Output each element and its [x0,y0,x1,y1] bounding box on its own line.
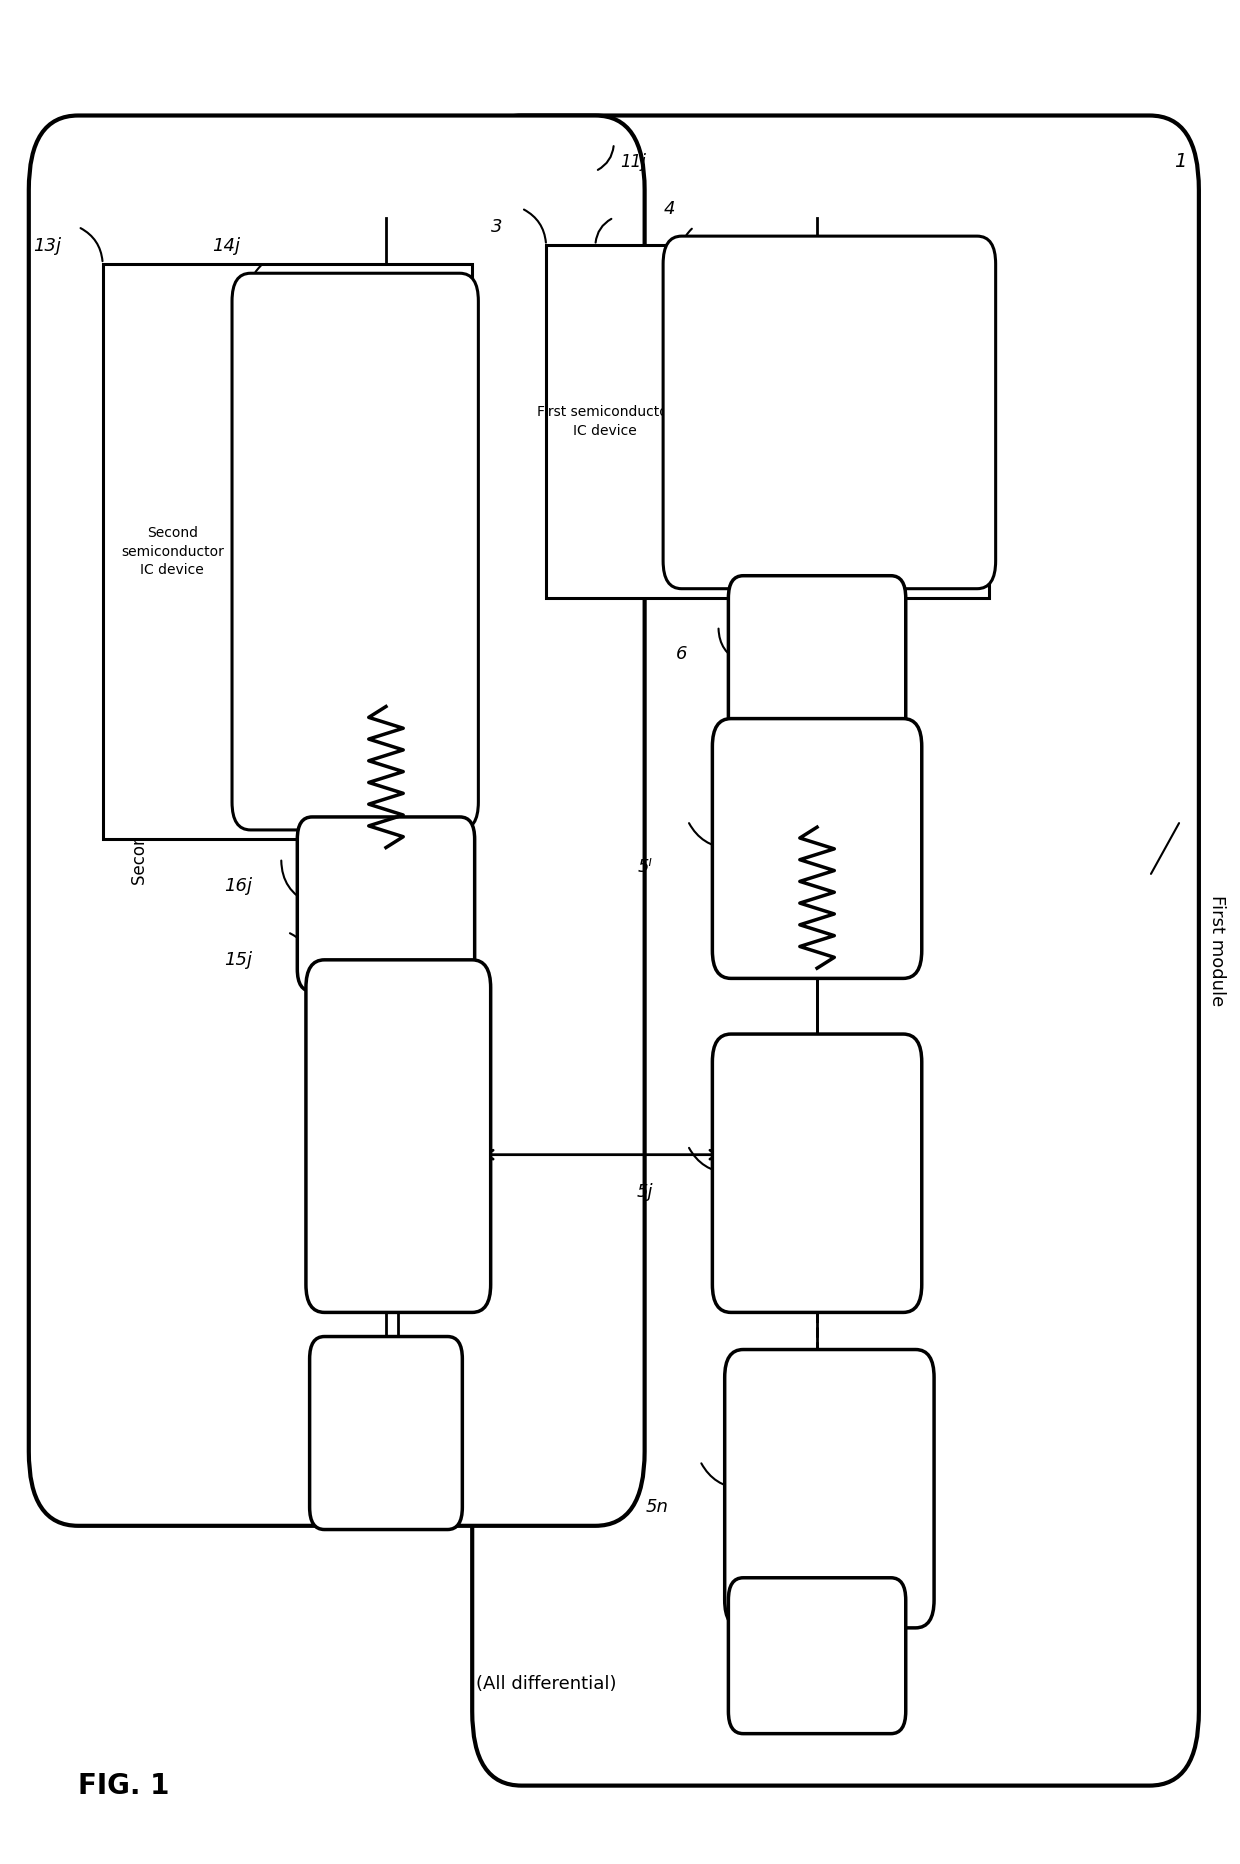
Text: Z0a: Z0a [802,1648,832,1663]
FancyBboxPatch shape [724,1350,934,1627]
Text: 1: 1 [1174,153,1187,171]
FancyBboxPatch shape [728,576,905,749]
Bar [103,265,472,839]
Text: 11j: 11j [620,153,646,171]
Text: 1aᵗʰ coupler
Z1a: 1aᵗʰ coupler Z1a [773,831,861,867]
Text: 3: 3 [491,218,502,237]
Text: 5n: 5n [646,1499,668,1515]
Text: 5j: 5j [636,1184,653,1200]
Text: 15j: 15j [224,951,252,969]
FancyBboxPatch shape [472,116,1199,1786]
Text: FIG. 1: FIG. 1 [78,1771,170,1799]
Text: Transmitter/
receiver circuit Z0b: Transmitter/ receiver circuit Z0b [288,535,423,569]
Bar [546,246,990,598]
Text: 4: 4 [663,199,675,218]
Text: 7: 7 [872,1525,885,1545]
FancyBboxPatch shape [712,720,921,979]
FancyBboxPatch shape [298,816,475,992]
Text: (All differential): (All differential) [476,1674,616,1693]
FancyBboxPatch shape [663,237,996,589]
Text: Z0a: Z0a [867,891,895,906]
Text: Z0b: Z0b [435,770,465,785]
Text: Z0b: Z0b [371,1426,401,1441]
FancyBboxPatch shape [712,1035,921,1312]
Text: First module: First module [1208,895,1226,1007]
Text: 6: 6 [676,645,687,662]
Text: Z0a: Z0a [802,656,832,671]
Text: 13j: 13j [33,237,61,255]
Text: 17j: 17j [620,265,646,281]
Text: naᵗʰ coupler
Zna: naᵗʰ coupler Zna [785,1471,873,1506]
FancyBboxPatch shape [29,116,645,1527]
FancyBboxPatch shape [728,1577,905,1734]
Text: Second
coupler
Z1b: Second coupler Z1b [371,1109,425,1163]
Text: Second
semiconductor
IC device: Second semiconductor IC device [120,526,223,578]
Text: Transmitter/
receiver circuit Z0a: Transmitter/ receiver circuit Z0a [761,397,897,429]
Text: jaᵗʰ coupler
Zja: jaᵗʰ coupler Zja [776,1156,858,1191]
Text: 5ᴵ: 5ᴵ [637,857,652,876]
Text: Z0b: Z0b [371,897,401,911]
FancyBboxPatch shape [306,960,491,1312]
FancyBboxPatch shape [310,1336,463,1530]
Text: 16j: 16j [224,876,252,895]
Text: 14j: 14j [212,237,239,255]
Text: Second module: Second module [130,757,149,885]
Text: First semiconductor
IC device: First semiconductor IC device [537,406,673,438]
FancyBboxPatch shape [232,274,479,829]
